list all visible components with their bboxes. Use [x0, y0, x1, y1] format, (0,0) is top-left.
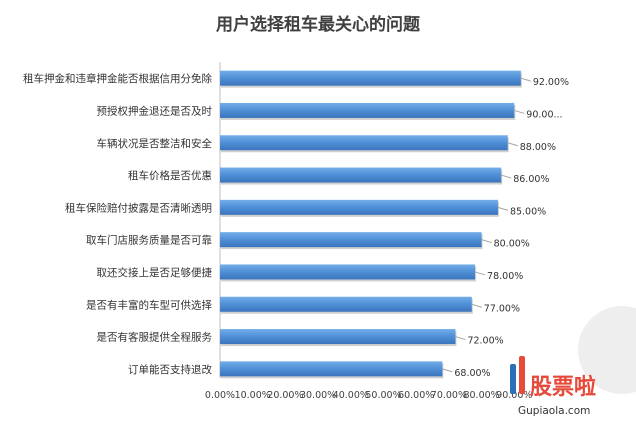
- value-label: 85.00%: [510, 206, 546, 217]
- watermark-url: Gupiaola.com: [518, 405, 590, 417]
- bar: [220, 232, 482, 248]
- value-label: 68.00%: [454, 368, 490, 379]
- x-tick-label: 60.00%: [398, 390, 434, 401]
- value-label: 92.00%: [533, 77, 569, 88]
- x-tick-label: 80.00%: [463, 390, 499, 401]
- value-label: 88.00%: [520, 142, 556, 153]
- leader-line: [514, 109, 525, 114]
- bar: [220, 329, 456, 345]
- leader-line: [507, 142, 518, 147]
- x-tick-label: 40.00%: [333, 390, 369, 401]
- watermark-logo-text: 股票啦: [530, 374, 596, 400]
- category-label: 租车押金和违章押金能否根据信用分免除: [23, 72, 212, 85]
- bars-layer: 租车押金和违章押金能否根据信用分免除 92.00% 预授权押金退还是否及时 90.00…: [23, 70, 569, 379]
- leader-line: [442, 368, 453, 373]
- bar: [220, 135, 508, 151]
- category-label: 租车价格是否优惠: [128, 169, 212, 182]
- leader-line: [481, 239, 492, 244]
- chart-title: 用户选择租车最关心的问题: [216, 14, 421, 35]
- category-label: 租车保险赔付披露是否清晰透明: [65, 201, 212, 214]
- x-tick-label: 30.00%: [300, 390, 336, 401]
- value-label: 78.00%: [487, 271, 523, 282]
- value-label: 80.00%: [494, 239, 530, 250]
- value-label: 72.00%: [467, 336, 503, 347]
- watermark-circle: [578, 306, 636, 394]
- bar: [220, 199, 498, 215]
- leader-line: [474, 271, 486, 276]
- bar: [220, 361, 443, 377]
- category-label: 取车门店服务质量是否可靠: [86, 234, 212, 247]
- bar: [220, 264, 476, 280]
- x-tick-label: 70.00%: [431, 390, 467, 401]
- x-tick-label: 90.00%: [496, 390, 532, 401]
- bar: [220, 70, 521, 86]
- logo-bar-2: [519, 356, 525, 394]
- category-label: 是否有丰富的车型可供选择: [86, 298, 212, 311]
- x-tick-label: 50.00%: [365, 390, 401, 401]
- category-label: 是否有客服提供全程服务: [97, 331, 213, 344]
- leader-line: [455, 336, 466, 341]
- bar: [220, 296, 472, 312]
- leader-line: [520, 77, 531, 82]
- x-axis-ticks: 0.00% 10.00%20.00%30.00%40.00%50.00%60.00…: [205, 390, 533, 401]
- watermark-logo: 股票啦 Gupiaola.com: [510, 306, 636, 417]
- leader-line: [501, 174, 512, 179]
- x-tick-label: 20.00%: [267, 390, 303, 401]
- bar: [220, 167, 502, 183]
- value-label: 77.00%: [484, 303, 520, 314]
- x-tick-label: 10.00%: [235, 390, 271, 401]
- bar: [220, 102, 515, 118]
- category-label: 取还交接上是否足够便捷: [97, 266, 213, 279]
- leader-line: [497, 206, 509, 211]
- logo-bar-1: [510, 364, 516, 394]
- category-label: 车辆状况是否整洁和安全: [97, 137, 213, 150]
- x-tick-label: 0.00%: [205, 390, 235, 401]
- value-label: 90.00...: [526, 109, 562, 120]
- category-label: 订单能否支持退改: [128, 363, 212, 376]
- leader-line: [471, 303, 482, 308]
- category-label: 预授权押金退还是否及时: [97, 104, 213, 117]
- value-label: 86.00%: [513, 174, 549, 185]
